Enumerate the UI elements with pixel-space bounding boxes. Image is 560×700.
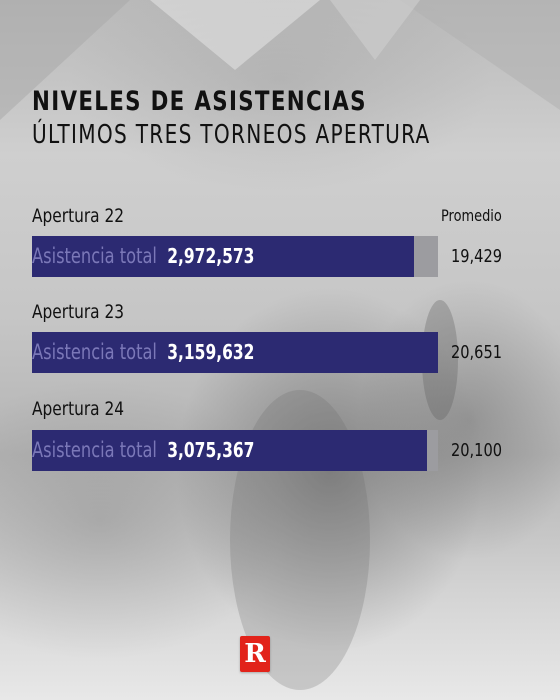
metric-label: Asistencia total <box>32 438 157 462</box>
average-value: 20,651 <box>451 342 502 363</box>
bar-track: Asistencia total 2,972,573 <box>32 236 438 277</box>
category-label: Apertura 24 <box>32 398 125 420</box>
bar-text: Asistencia total 3,159,632 <box>32 332 254 373</box>
bar-text: Asistencia total 2,972,573 <box>32 236 254 277</box>
bar <box>32 430 428 471</box>
bar <box>32 236 414 277</box>
logo-letter: R <box>244 639 266 669</box>
bar-text: Asistencia total 3,075,367 <box>32 430 254 471</box>
metric-label: Asistencia total <box>32 340 157 364</box>
category-label: Apertura 22 <box>32 205 125 227</box>
chart-subtitle: ÚLTIMOS TRES TORNEOS APERTURA <box>32 120 431 150</box>
average-value: 19,429 <box>451 246 502 267</box>
bar-track: Asistencia total 3,075,367 <box>32 430 438 471</box>
metric-label: Asistencia total <box>32 244 157 268</box>
chart-title: NIVELES DE ASISTENCIAS <box>32 86 367 117</box>
average-column-header: Promedio <box>441 206 502 225</box>
reforma-logo: R <box>240 636 270 672</box>
category-label: Apertura 23 <box>32 301 125 323</box>
data-label: 2,972,573 <box>167 244 255 268</box>
bar <box>32 332 438 373</box>
average-value: 20,100 <box>451 440 502 461</box>
bar-track: Asistencia total 3,159,632 <box>32 332 438 373</box>
data-label: 3,075,367 <box>167 438 255 462</box>
data-label: 3,159,632 <box>167 340 255 364</box>
